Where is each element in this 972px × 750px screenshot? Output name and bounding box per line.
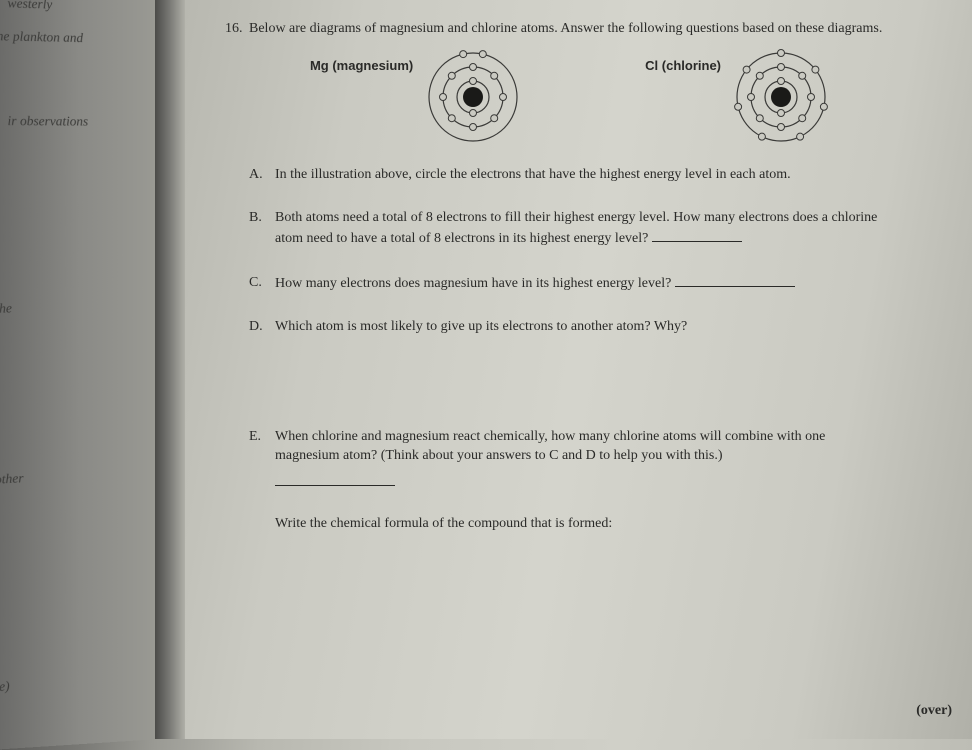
sub-text: Which atom is most likely to give up its…: [275, 319, 687, 334]
sub-question-e: E. When chlorine and magnesium react che…: [249, 427, 892, 534]
magnesium-atom-diagram: [423, 47, 523, 147]
cl-label: Cl (chlorine): [645, 57, 721, 75]
magnesium-block: Mg (magnesium): [310, 47, 523, 147]
sub-text: In the illustration above, circle the el…: [275, 167, 791, 182]
sub-question-c: C. How many electrons does magnesium hav…: [249, 273, 892, 294]
left-fragment: ir observations: [7, 113, 88, 130]
formula-prompt: Write the chemical formula of the compou…: [275, 514, 892, 534]
question-number: 16.: [225, 20, 243, 39]
book-spine: [155, 0, 185, 739]
answer-blank[interactable]: [675, 273, 795, 287]
mg-label: Mg (magnesium): [310, 57, 413, 75]
sub-question-a: A. In the illustration above, circle the…: [249, 165, 892, 185]
chlorine-atom-diagram: [731, 47, 831, 147]
sub-letter: A.: [249, 165, 263, 185]
left-fragment: he: [0, 300, 12, 317]
left-fragment: other: [0, 470, 24, 488]
worksheet-page: 16. Below are diagrams of magnesium and …: [185, 0, 972, 739]
atom-diagrams: Mg (magnesium) Cl (chlorine): [249, 47, 892, 147]
sub-letter: B.: [249, 208, 262, 228]
left-fragment: the plankton and: [0, 28, 83, 46]
question-16: 16. Below are diagrams of magnesium and …: [225, 20, 892, 534]
answer-blank[interactable]: [275, 472, 395, 486]
left-fragment: e): [0, 678, 10, 695]
left-fragment: westerly: [7, 0, 52, 13]
question-text: Below are diagrams of magnesium and chlo…: [249, 21, 882, 36]
page-turn-indicator: (over): [916, 703, 952, 719]
sub-letter: D.: [249, 317, 263, 337]
sub-question-d: D. Which atom is most likely to give up …: [249, 317, 892, 337]
sub-letter: E.: [249, 427, 261, 447]
answer-blank[interactable]: [652, 228, 742, 242]
sub-text: When chlorine and magnesium react chemic…: [275, 429, 825, 464]
left-page-shadow: westerly the plankton and ir observation…: [0, 0, 160, 750]
sub-letter: C.: [249, 273, 262, 293]
sub-text: Both atoms need a total of 8 electrons t…: [275, 210, 877, 246]
sub-question-b: B. Both atoms need a total of 8 electron…: [249, 208, 892, 248]
sub-text: How many electrons does magnesium have i…: [275, 276, 675, 291]
chlorine-block: Cl (chlorine): [645, 47, 831, 147]
